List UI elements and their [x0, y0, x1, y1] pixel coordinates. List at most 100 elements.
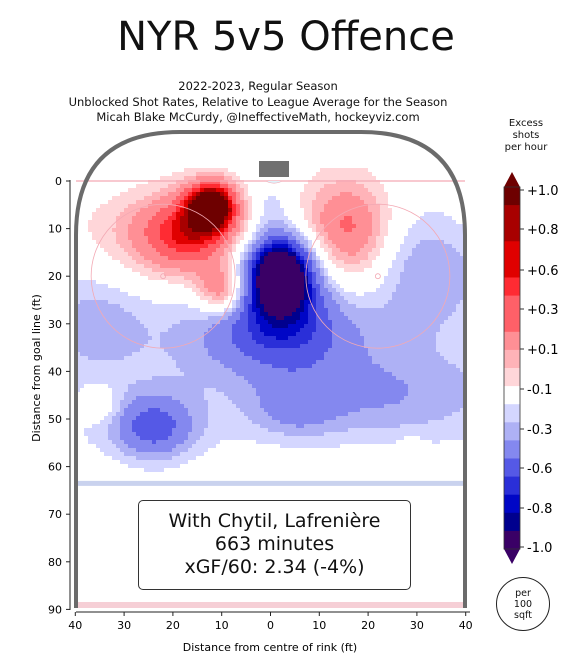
heatmap-cell [196, 344, 200, 348]
heatmap-cell [308, 240, 312, 244]
heatmap-cell [164, 316, 168, 320]
heatmap-cell [208, 300, 212, 304]
heatmap-cell [404, 408, 408, 412]
heatmap-cell [376, 180, 380, 184]
heatmap-cell [376, 228, 380, 232]
heatmap-cell [284, 392, 288, 396]
heatmap-cell [440, 320, 444, 324]
heatmap-cell [328, 196, 332, 200]
heatmap-cell [188, 372, 192, 376]
heatmap-cell [396, 276, 400, 280]
heatmap-cell [208, 388, 212, 392]
heatmap-cell [200, 384, 204, 388]
heatmap-cell [304, 260, 308, 264]
heatmap-cell [120, 232, 124, 236]
heatmap-cell [304, 376, 308, 380]
heatmap-cell [192, 200, 196, 204]
heatmap-cell [188, 356, 192, 360]
heatmap-cell [440, 372, 444, 376]
heatmap-cell [176, 180, 180, 184]
heatmap-cell [112, 300, 116, 304]
heatmap-cell [168, 384, 172, 388]
heatmap-cell [176, 216, 180, 220]
heatmap-cell [160, 176, 164, 180]
heatmap-cell [312, 320, 316, 324]
heatmap-cell [352, 232, 356, 236]
heatmap-cell [212, 368, 216, 372]
heatmap-cell [180, 396, 184, 400]
heatmap-cell [332, 392, 336, 396]
heatmap-cell [152, 360, 156, 364]
heatmap-cell [420, 372, 424, 376]
heatmap-cell [108, 220, 112, 224]
heatmap-cell [292, 260, 296, 264]
heatmap-cell [308, 360, 312, 364]
heatmap-cell [376, 288, 380, 292]
heatmap-cell [232, 368, 236, 372]
heatmap-cell [224, 356, 228, 360]
heatmap-cell [148, 200, 152, 204]
heatmap-cell [380, 372, 384, 376]
heatmap-cell [268, 252, 272, 256]
heatmap-cell [184, 244, 188, 248]
heatmap-cell [256, 276, 260, 280]
heatmap-cell [108, 224, 112, 228]
heatmap-cell [384, 328, 388, 332]
heatmap-cell [148, 392, 152, 396]
heatmap-cell [248, 360, 252, 364]
heatmap-cell [360, 384, 364, 388]
heatmap-cell [152, 268, 156, 272]
heatmap-cell [276, 364, 280, 368]
heatmap-cell [160, 184, 164, 188]
heatmap-cell [396, 252, 400, 256]
heatmap-cell [428, 336, 432, 340]
heatmap-cell [396, 388, 400, 392]
heatmap-cell [244, 276, 248, 280]
heatmap-cell [100, 232, 104, 236]
heatmap-cell [96, 380, 100, 384]
heatmap-cell [404, 292, 408, 296]
heatmap-cell [408, 356, 412, 360]
heatmap-cell [196, 404, 200, 408]
heatmap-cell [196, 352, 200, 356]
heatmap-cell [304, 244, 308, 248]
heatmap-cell [300, 356, 304, 360]
heatmap-cell [144, 300, 148, 304]
heatmap-cell [128, 316, 132, 320]
heatmap-cell [304, 236, 308, 240]
heatmap-cell [420, 220, 424, 224]
heatmap-cell [284, 320, 288, 324]
heatmap-cell [376, 292, 380, 296]
heatmap-cell [360, 208, 364, 212]
heatmap-cell [168, 320, 172, 324]
heatmap-cell [312, 288, 316, 292]
heatmap-cell [388, 208, 392, 212]
heatmap-cell [128, 392, 132, 396]
heatmap-cell [364, 296, 368, 300]
heatmap-cell [288, 316, 292, 320]
heatmap-cell [240, 308, 244, 312]
heatmap-cell [92, 328, 96, 332]
heatmap-cell [452, 312, 456, 316]
heatmap-cell [116, 344, 120, 348]
heatmap-cell [308, 380, 312, 384]
heatmap-cell [164, 192, 168, 196]
heatmap-cell [300, 240, 304, 244]
heatmap-cell [192, 320, 196, 324]
heatmap-cell [304, 208, 308, 212]
heatmap-cell [400, 284, 404, 288]
heatmap-cell [412, 260, 416, 264]
heatmap-cell [100, 300, 104, 304]
heatmap-cell [324, 172, 328, 176]
heatmap-cell [128, 348, 132, 352]
heatmap-cell [208, 296, 212, 300]
heatmap-cell [176, 360, 180, 364]
heatmap-cell [212, 296, 216, 300]
heatmap-cell [128, 352, 132, 356]
heatmap-cell [416, 284, 420, 288]
heatmap-cell [212, 404, 216, 408]
heatmap-cell [244, 260, 248, 264]
heatmap-cell [136, 268, 140, 272]
heatmap-cell [420, 216, 424, 220]
heatmap-cell [128, 388, 132, 392]
